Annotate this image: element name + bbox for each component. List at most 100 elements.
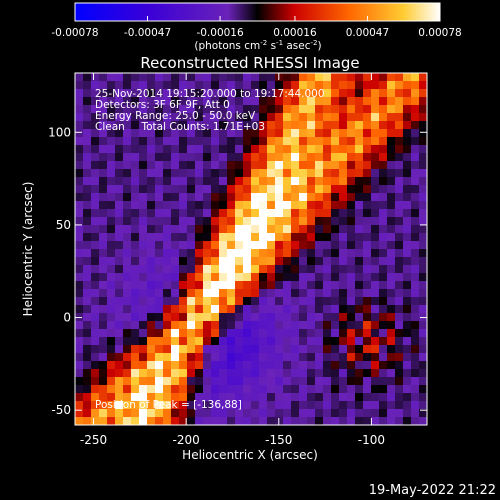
heatmap-pixel <box>371 257 380 266</box>
heatmap-pixel <box>403 281 412 290</box>
heatmap-pixel <box>211 121 220 130</box>
heatmap-pixel <box>251 249 260 258</box>
heatmap-pixel <box>155 193 164 202</box>
heatmap-pixel <box>379 145 388 154</box>
heatmap-pixel <box>315 153 324 162</box>
heatmap-pixel <box>315 353 324 362</box>
heatmap-pixel <box>219 353 228 362</box>
heatmap-pixel <box>299 257 308 266</box>
heatmap-pixel <box>331 177 340 186</box>
heatmap-pixel <box>99 393 108 402</box>
heatmap-pixel <box>387 329 396 338</box>
heatmap-pixel <box>131 217 140 226</box>
heatmap-pixel <box>219 241 228 250</box>
heatmap-pixel <box>283 145 292 154</box>
heatmap-pixel <box>171 217 180 226</box>
heatmap-pixel <box>131 297 140 306</box>
heatmap-pixel <box>131 161 140 170</box>
heatmap-pixel <box>275 97 284 106</box>
heatmap-pixel <box>339 129 348 138</box>
heatmap-pixel <box>243 225 252 234</box>
heatmap-pixel <box>291 257 300 266</box>
heatmap-pixel <box>227 233 236 242</box>
heatmap-pixel <box>219 225 228 234</box>
heatmap-pixel <box>291 369 300 378</box>
heatmap-pixel <box>203 273 212 282</box>
heatmap-pixel <box>203 345 212 354</box>
heatmap-pixel <box>195 265 204 274</box>
heatmap-pixel <box>347 241 356 250</box>
heatmap-pixel <box>347 105 356 114</box>
heatmap-pixel <box>131 145 140 154</box>
heatmap-pixel <box>155 89 164 98</box>
heatmap-pixel <box>107 97 116 106</box>
heatmap-pixel <box>419 169 427 178</box>
heatmap-pixel <box>179 217 188 226</box>
heatmap-pixel <box>339 393 348 402</box>
heatmap-pixel <box>243 417 252 425</box>
heatmap-pixel <box>371 201 380 210</box>
heatmap-pixel <box>339 273 348 282</box>
heatmap-pixel <box>147 153 156 162</box>
heatmap-pixel <box>83 97 92 106</box>
heatmap-pixel <box>227 289 236 298</box>
heatmap-pixel <box>187 289 196 298</box>
heatmap-pixel <box>275 129 284 138</box>
heatmap-pixel <box>379 345 388 354</box>
heatmap-pixel <box>163 393 172 402</box>
heatmap-pixel <box>259 169 268 178</box>
heatmap-pixel <box>371 337 380 346</box>
heatmap-pixel <box>187 337 196 346</box>
heatmap-pixel <box>347 313 356 322</box>
heatmap-pixel <box>211 145 220 154</box>
heatmap-pixel <box>171 105 180 114</box>
heatmap-pixel <box>347 169 356 178</box>
heatmap-pixel <box>347 409 356 418</box>
heatmap-pixel <box>283 281 292 290</box>
heatmap-pixel <box>99 409 108 418</box>
heatmap-pixel <box>299 201 308 210</box>
heatmap-pixel <box>147 209 156 218</box>
heatmap-pixel <box>179 105 188 114</box>
heatmap-pixel <box>275 233 284 242</box>
heatmap-pixel <box>291 169 300 178</box>
heatmap-pixel <box>107 409 116 418</box>
heatmap-pixel <box>139 377 148 386</box>
heatmap-pixel <box>99 233 108 242</box>
heatmap-pixel <box>203 105 212 114</box>
heatmap-pixel <box>123 393 132 402</box>
heatmap-pixel <box>115 241 124 250</box>
heatmap-pixel <box>123 313 132 322</box>
heatmap-pixel <box>331 113 340 122</box>
heatmap-pixel <box>99 305 108 314</box>
heatmap-pixel <box>195 257 204 266</box>
heatmap-pixel <box>363 297 372 306</box>
heatmap-pixel <box>371 353 380 362</box>
heatmap-pixel <box>291 105 300 114</box>
heatmap-pixel <box>179 281 188 290</box>
heatmap-pixel <box>379 241 388 250</box>
heatmap-pixel <box>275 177 284 186</box>
heatmap-pixel <box>275 225 284 234</box>
heatmap-pixel <box>155 209 164 218</box>
heatmap-pixel <box>243 401 252 410</box>
heatmap-pixel <box>419 73 427 82</box>
heatmap-pixel <box>347 177 356 186</box>
heatmap-pixel <box>75 225 84 234</box>
heatmap-pixel <box>371 137 380 146</box>
heatmap-pixel <box>387 81 396 90</box>
heatmap-pixel <box>195 233 204 242</box>
heatmap-pixel <box>115 153 124 162</box>
heatmap-pixel <box>363 321 372 330</box>
heatmap-pixel <box>291 401 300 410</box>
heatmap-pixel <box>347 401 356 410</box>
heatmap-pixel <box>163 313 172 322</box>
heatmap-pixel <box>387 393 396 402</box>
heatmap-pixel <box>219 257 228 266</box>
heatmap-pixel <box>131 193 140 202</box>
heatmap-pixel <box>115 257 124 266</box>
heatmap-pixel <box>363 393 372 402</box>
heatmap-pixel <box>299 337 308 346</box>
heatmap-pixel <box>99 401 108 410</box>
